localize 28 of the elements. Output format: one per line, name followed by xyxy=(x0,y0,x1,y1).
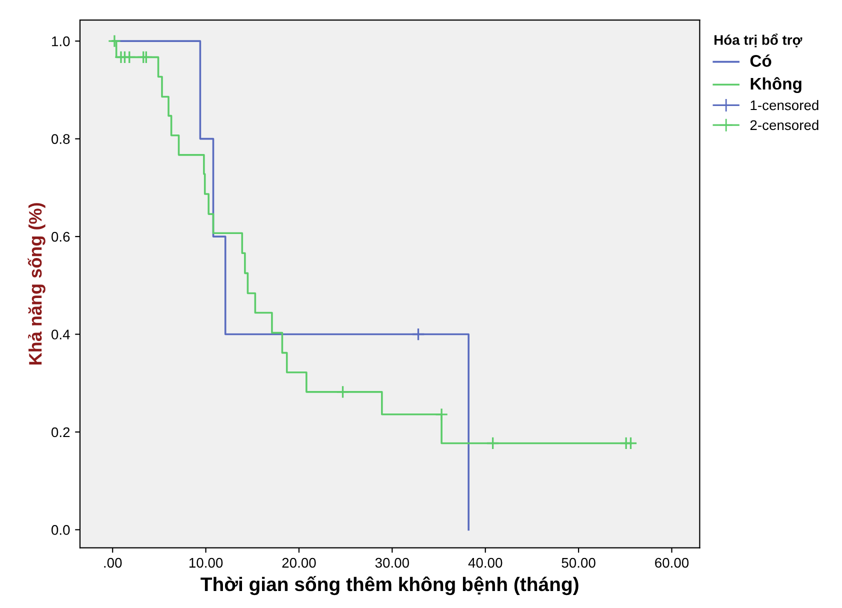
x-axis-title: Thời gian sống thêm không bệnh (tháng) xyxy=(200,576,578,596)
y-tick-label: 0.0 xyxy=(52,525,70,535)
x-tick-label: 10.00 xyxy=(189,558,223,568)
legend-title: Hóa trị bổ trợ xyxy=(714,34,802,48)
point xyxy=(434,408,448,422)
point xyxy=(486,436,500,450)
y-tick-label: 0.4 xyxy=(52,330,70,340)
x-tick-label: 50.00 xyxy=(562,558,596,568)
x-tick-label: 30.00 xyxy=(375,558,410,568)
x-tick-label: .00 xyxy=(104,558,122,568)
x-tick-label: 60.00 xyxy=(655,558,689,568)
point xyxy=(412,328,425,341)
y-axis-title: Khả năng sống (%) xyxy=(28,203,46,364)
legend-label: Có xyxy=(750,54,772,67)
y-tick-label: 1.0 xyxy=(52,36,70,46)
x-tick-label: 20.00 xyxy=(282,558,316,568)
y-tick-label: 0.8 xyxy=(52,134,70,144)
legend-label: 1-censored xyxy=(750,100,818,110)
point xyxy=(140,50,153,64)
y-tick-label: 0.2 xyxy=(52,427,70,438)
legend-label: Không xyxy=(750,77,802,94)
point xyxy=(108,34,122,48)
x-tick-label: 40.00 xyxy=(468,558,502,568)
point xyxy=(122,50,136,64)
point xyxy=(624,436,638,450)
y-tick-label: 0.6 xyxy=(52,232,70,242)
point xyxy=(336,385,350,399)
legend-label: 2-censored xyxy=(750,120,818,130)
